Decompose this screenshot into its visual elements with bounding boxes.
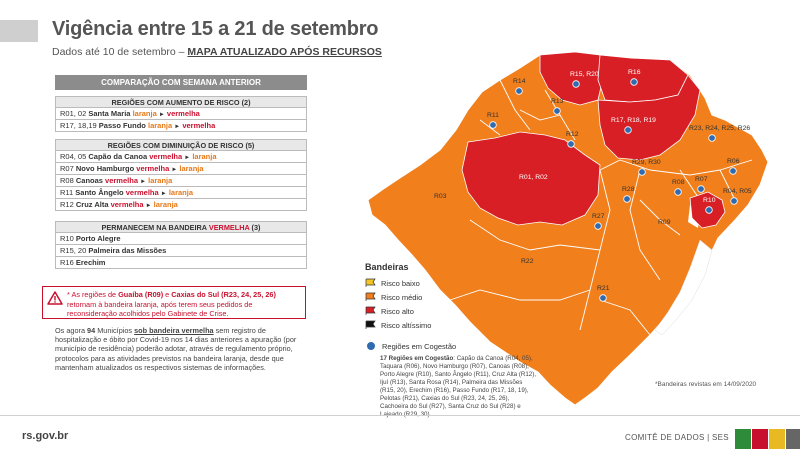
cogestao-icon xyxy=(594,222,602,230)
table-row: R15, 20 Palmeira das Missões xyxy=(55,245,307,257)
cogestao-icon xyxy=(697,185,705,193)
comparison-panel: COMPARAÇÃO COM SEMANA ANTERIOR xyxy=(55,75,307,90)
cogestao-legend: Regiões em Cogestão xyxy=(365,340,456,352)
label-r12: R12 xyxy=(566,131,579,138)
warning-icon xyxy=(47,291,63,305)
reconsideration-notice: * As regiões de Guaíba (R09) e Caxias do… xyxy=(42,286,306,319)
flag-stripe-red xyxy=(752,429,768,449)
cogestao-icon xyxy=(730,197,738,205)
decrease-section: REGIÕES COM DIMINUIÇÃO DE RISCO (5) R04,… xyxy=(55,139,307,211)
red-flag-link[interactable]: sob bandeira vermelha xyxy=(134,326,214,335)
label-r28: R28 xyxy=(622,186,635,193)
increase-section: REGIÕES COM AUMENTO DE RISCO (2) R01, 02… xyxy=(55,96,307,132)
yellow-flag-icon xyxy=(365,278,376,287)
table-row: R11 Santo Ângelo vermelha ► laranja xyxy=(55,187,307,199)
table-row: R17, 18,19 Passo Fundo laranja ► vermelh… xyxy=(55,120,307,132)
flag-legend: Bandeiras Risco baixo Risco médio Risco … xyxy=(365,262,431,332)
increase-title: REGIÕES COM AUMENTO DE RISCO (2) xyxy=(55,96,307,108)
revision-note: *Bandeiras revistas em 14/09/2020 xyxy=(655,381,757,388)
cogestao-icon xyxy=(630,78,638,86)
site-link[interactable]: rs.gov.br xyxy=(22,430,69,442)
municipalities-paragraph: Os agora 94 Municípios sob bandeira verm… xyxy=(55,326,297,372)
flag-stripe-green xyxy=(735,429,751,449)
cogestao-icon xyxy=(729,167,737,175)
table-row: R07 Novo Hamburgo vermelha ► laranja xyxy=(55,163,307,175)
label-r27: R27 xyxy=(592,213,605,220)
region-r16 xyxy=(597,54,689,103)
orange-flag-icon xyxy=(365,292,376,301)
red-flag-icon xyxy=(365,306,376,315)
remain-title: PERMANECEM NA BANDEIRA VERMELHA (3) xyxy=(55,221,307,233)
footer-divider xyxy=(0,415,800,416)
label-r13: R13 xyxy=(551,98,564,105)
label-r04-r05: R04, R05 xyxy=(723,188,752,195)
cogestao-icon xyxy=(567,140,575,148)
black-flag-icon xyxy=(365,320,376,329)
cogestao-icon xyxy=(674,188,682,196)
cogestao-icon xyxy=(553,107,561,115)
label-r08: R08 xyxy=(672,179,685,186)
cogestao-list: 17 Regiões em Cogestão: Capão da Canoa (… xyxy=(380,355,537,418)
table-row: R10 Porto Alegre xyxy=(55,233,307,245)
cogestao-icon xyxy=(599,294,607,302)
table-row: R01, 02 Santa Maria laranja ► vermelha xyxy=(55,108,307,120)
state-outline xyxy=(367,51,769,406)
label-r10: R10 xyxy=(703,197,716,204)
title-accent-bar xyxy=(0,20,38,42)
decrease-title: REGIÕES COM DIMINUIÇÃO DE RISCO (5) xyxy=(55,139,307,151)
cogestao-icon xyxy=(572,80,580,88)
legend-item: Risco alto xyxy=(365,304,431,318)
label-r14: R14 xyxy=(513,78,526,85)
remain-section: PERMANECEM NA BANDEIRA VERMELHA (3) R10 … xyxy=(55,221,307,269)
table-row: R16 Erechim xyxy=(55,257,307,269)
label-r21: R21 xyxy=(597,285,610,292)
cogestao-icon xyxy=(624,126,632,134)
cogestao-markers xyxy=(489,78,738,302)
label-r01-r02: R01, R02 xyxy=(519,174,548,181)
cogestao-icon xyxy=(708,134,716,142)
label-r23-r26: R23, R24, R25, R26 xyxy=(689,125,750,132)
label-r16: R16 xyxy=(628,69,641,76)
page-subtitle: Dados até 10 de setembro – MAPA ATUALIZA… xyxy=(52,46,382,58)
label-r11: R11 xyxy=(487,112,499,119)
flag-stripe-yellow xyxy=(769,429,785,449)
cogestao-icon xyxy=(515,87,523,95)
legend-item: Risco médio xyxy=(365,290,431,304)
label-r15-r20: R15, R20 xyxy=(570,71,599,78)
legend-item: Risco altíssimo xyxy=(365,318,431,332)
label-r29-r30: R29, R30 xyxy=(632,159,661,166)
region-r15-r20 xyxy=(539,51,604,106)
cogestao-icon xyxy=(623,195,631,203)
label-r03: R03 xyxy=(434,193,447,200)
comite-label: COMITÊ DE DADOS | SES xyxy=(625,433,729,442)
label-r06: R06 xyxy=(727,158,740,165)
label-r17-r19: R17, R18, R19 xyxy=(611,117,656,124)
table-row: R04, 05 Capão da Canoa vermelha ► laranj… xyxy=(55,151,307,163)
table-row: R08 Canoas vermelha ► laranja xyxy=(55,175,307,187)
region-r01-r02 xyxy=(461,131,601,226)
cogestao-icon xyxy=(366,341,376,351)
label-r09: R09 xyxy=(658,219,671,226)
legend-title: Bandeiras xyxy=(365,262,409,272)
table-row: R12 Cruz Alta vermelha ► laranja xyxy=(55,199,307,211)
lagoon xyxy=(654,239,713,336)
map-updated-link[interactable]: MAPA ATUALIZADO APÓS RECURSOS xyxy=(187,46,382,58)
comparison-title: COMPARAÇÃO COM SEMANA ANTERIOR xyxy=(55,75,307,90)
label-r07: R07 xyxy=(695,176,708,183)
legend-item: Risco baixo xyxy=(365,276,431,290)
cogestao-icon xyxy=(489,121,497,129)
label-r22: R22 xyxy=(521,258,534,265)
page-title: Vigência entre 15 a 21 de setembro xyxy=(52,18,379,40)
region-r17-r18-r19 xyxy=(597,74,701,161)
cogestao-icon xyxy=(705,206,713,214)
cogestao-icon xyxy=(638,168,646,176)
flag-stripe-gray xyxy=(786,429,800,449)
